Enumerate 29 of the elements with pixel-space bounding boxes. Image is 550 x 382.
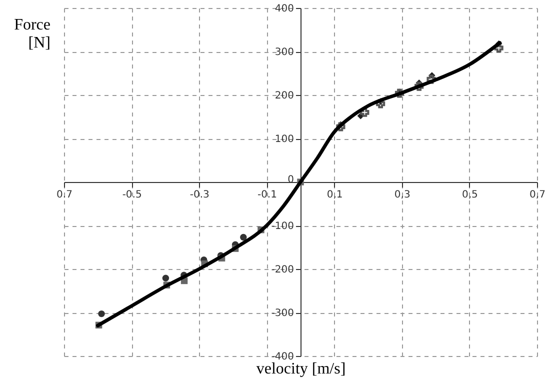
x-tick-label: 0,1 — [326, 190, 343, 200]
x-tick-label: 0,3 — [394, 190, 410, 200]
y-tick-label: 100 — [274, 134, 294, 145]
x-tick-label: 0,5 — [462, 190, 478, 200]
x-tick-label: -0.1 — [257, 190, 277, 200]
point — [494, 43, 504, 53]
x-axis-title: velocity [m/s] — [256, 360, 346, 378]
y-axis-title: Force [N] — [14, 16, 50, 52]
x-tick-label: 0.7 — [56, 190, 72, 200]
x-tick-label: 0,7 — [530, 190, 546, 200]
point — [98, 310, 105, 318]
y-tick-label: 200 — [274, 90, 294, 102]
y-tick-label: -300 — [271, 308, 294, 319]
y-tick-label: -200 — [271, 264, 294, 276]
point — [162, 274, 170, 282]
point — [426, 74, 436, 84]
y-tick-label: 400 — [274, 4, 294, 14]
y-tick-label: -400 — [271, 352, 294, 362]
point — [336, 122, 346, 132]
line-series — [96, 41, 502, 328]
point — [394, 88, 404, 98]
y-tick-label: 300 — [274, 47, 294, 58]
point — [414, 82, 424, 91]
x-tick-label: -0.5 — [122, 190, 142, 200]
y-tick-label: -100 — [271, 221, 294, 232]
x-tick-label: -0.3 — [190, 190, 210, 200]
point — [376, 99, 386, 108]
point — [360, 108, 370, 117]
point — [240, 234, 247, 241]
